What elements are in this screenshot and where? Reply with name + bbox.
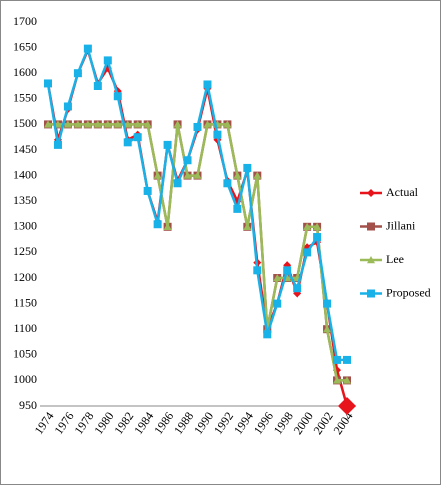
y-tick-label: 1000 <box>13 372 37 386</box>
data-point <box>93 82 102 90</box>
legend-marker <box>367 289 375 298</box>
data-point <box>233 204 242 213</box>
data-point <box>343 376 351 384</box>
data-point <box>283 266 292 275</box>
legend-marker <box>367 256 375 264</box>
legend-label: Jillani <box>386 218 416 232</box>
data-point <box>183 171 192 179</box>
data-point <box>338 397 356 415</box>
y-tick-label: 1700 <box>13 14 37 28</box>
y-tick-label: 1450 <box>13 142 37 156</box>
data-point <box>63 102 72 111</box>
data-point <box>333 376 342 384</box>
data-point <box>163 222 172 230</box>
legend-marker <box>367 222 375 231</box>
y-tick-label: 950 <box>19 398 37 412</box>
data-point <box>203 80 212 89</box>
legend-label: Lee <box>386 252 404 266</box>
data-point <box>113 120 122 128</box>
data-point <box>303 248 312 257</box>
data-point <box>53 140 62 149</box>
data-point <box>203 120 212 128</box>
data-point <box>273 299 282 308</box>
y-tick-label: 1550 <box>13 91 37 105</box>
data-point <box>263 330 272 339</box>
data-point <box>123 138 132 147</box>
data-point <box>293 284 302 293</box>
y-tick-label: 1150 <box>13 295 37 309</box>
data-point <box>73 69 82 78</box>
data-point <box>123 120 132 128</box>
data-point <box>44 120 52 128</box>
data-point <box>223 179 232 188</box>
y-tick-label: 1600 <box>13 65 37 79</box>
data-point <box>323 299 332 308</box>
data-point <box>83 44 92 53</box>
y-tick-label: 1650 <box>13 39 37 53</box>
data-point <box>333 355 342 364</box>
data-point <box>323 325 332 333</box>
data-point <box>143 186 152 195</box>
data-point <box>243 163 252 172</box>
legend-label: Actual <box>386 185 419 199</box>
data-point <box>103 120 112 128</box>
data-point <box>273 274 282 282</box>
data-point <box>143 120 152 128</box>
y-tick-label: 1100 <box>13 321 37 335</box>
data-point <box>213 130 222 139</box>
data-point <box>44 79 52 88</box>
legend-label: Proposed <box>386 285 431 299</box>
data-point <box>103 56 112 65</box>
data-point <box>113 92 122 101</box>
data-point <box>153 171 162 179</box>
y-tick-label: 1500 <box>13 116 37 130</box>
data-point <box>63 120 72 128</box>
y-tick-label: 1400 <box>13 167 37 181</box>
data-point <box>303 222 312 230</box>
y-tick-label: 1250 <box>13 244 37 258</box>
data-point <box>253 171 262 179</box>
y-tick-label: 1300 <box>13 219 37 233</box>
data-point <box>73 120 82 128</box>
data-point <box>93 120 102 128</box>
data-point <box>133 120 142 128</box>
y-tick-label: 1350 <box>13 193 37 207</box>
data-point <box>233 171 242 179</box>
y-tick-label: 1050 <box>13 347 37 361</box>
data-point <box>193 122 202 131</box>
data-point <box>153 220 162 229</box>
data-point <box>133 133 142 142</box>
data-point <box>313 233 322 242</box>
data-point <box>223 120 232 128</box>
data-point <box>173 120 182 128</box>
legend-marker <box>367 189 375 197</box>
data-point <box>253 266 262 275</box>
data-point <box>343 355 351 364</box>
data-point <box>193 171 202 179</box>
data-point <box>183 156 192 165</box>
data-point <box>163 140 172 149</box>
y-tick-label: 1200 <box>13 270 37 284</box>
data-point <box>173 179 182 188</box>
data-point <box>83 120 92 128</box>
data-point <box>243 222 252 230</box>
data-point <box>313 222 322 230</box>
